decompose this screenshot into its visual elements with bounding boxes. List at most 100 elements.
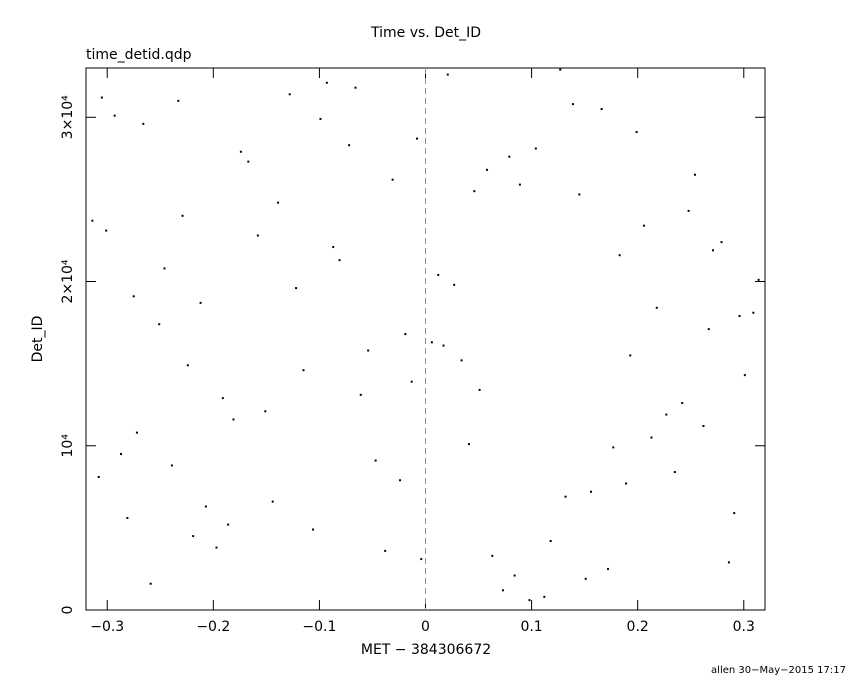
point xyxy=(491,554,494,557)
point xyxy=(192,535,195,538)
point xyxy=(247,160,250,163)
point xyxy=(578,193,581,196)
point xyxy=(673,471,676,474)
point xyxy=(486,168,489,171)
point xyxy=(618,254,621,257)
point xyxy=(650,436,653,439)
point xyxy=(478,388,481,391)
point xyxy=(158,323,161,326)
point xyxy=(693,173,696,176)
point xyxy=(442,344,445,347)
point xyxy=(518,183,521,186)
x-tick-label: 0.2 xyxy=(627,619,649,635)
point xyxy=(120,452,123,455)
point xyxy=(199,301,202,304)
y-tick-label: 2×10⁴ xyxy=(60,259,76,303)
point xyxy=(91,219,94,222)
point xyxy=(332,246,335,249)
point xyxy=(559,68,562,71)
y-tick-label: 3×10⁴ xyxy=(60,95,76,139)
point xyxy=(135,431,138,434)
y-tick-label: 0 xyxy=(60,606,76,615)
point xyxy=(170,464,173,467)
point xyxy=(239,150,242,153)
point xyxy=(227,523,230,526)
point xyxy=(384,549,387,552)
point xyxy=(126,517,129,520)
point xyxy=(410,380,413,383)
point xyxy=(446,73,449,76)
point xyxy=(100,96,103,99)
point xyxy=(416,137,419,140)
point xyxy=(105,229,108,232)
point xyxy=(612,446,615,449)
point xyxy=(132,295,135,298)
point xyxy=(738,315,741,318)
x-tick-label: −0.2 xyxy=(196,619,230,635)
point xyxy=(543,595,546,598)
point xyxy=(181,214,184,217)
point xyxy=(232,418,235,421)
x-tick-label: −0.3 xyxy=(90,619,124,635)
point xyxy=(508,155,511,158)
point xyxy=(319,117,322,120)
point xyxy=(97,475,100,478)
point xyxy=(635,131,638,134)
point xyxy=(215,546,218,549)
point xyxy=(348,144,351,147)
x-tick-label: 0.3 xyxy=(733,619,755,635)
point xyxy=(312,528,315,531)
chart-subtitle: time_detid.qdp xyxy=(86,47,192,63)
point xyxy=(325,81,328,84)
point xyxy=(437,273,440,276)
point xyxy=(295,287,298,290)
point xyxy=(271,500,274,503)
point xyxy=(277,201,280,204)
point xyxy=(430,341,433,344)
point xyxy=(302,369,305,372)
point xyxy=(453,283,456,286)
point xyxy=(163,267,166,270)
point xyxy=(374,459,377,462)
point xyxy=(733,512,736,515)
point xyxy=(606,567,609,570)
point xyxy=(359,393,362,396)
point xyxy=(687,209,690,212)
point xyxy=(584,577,587,580)
point xyxy=(467,443,470,446)
point xyxy=(460,359,463,362)
point xyxy=(707,328,710,331)
point xyxy=(391,178,394,181)
point xyxy=(338,259,341,262)
point xyxy=(712,249,715,252)
point xyxy=(702,425,705,428)
point xyxy=(752,311,755,314)
point xyxy=(528,599,531,602)
point xyxy=(204,505,207,508)
point xyxy=(264,410,267,413)
point xyxy=(420,558,423,561)
point xyxy=(399,479,402,482)
point xyxy=(600,108,603,111)
x-tick-label: 0 xyxy=(421,619,430,635)
point xyxy=(629,354,632,357)
point xyxy=(367,349,370,352)
point xyxy=(354,86,357,89)
point xyxy=(665,413,668,416)
chart-title: Time vs. Det_ID xyxy=(370,25,481,41)
x-tick-label: 0.1 xyxy=(520,619,542,635)
point xyxy=(221,397,224,400)
point xyxy=(727,561,730,564)
x-axis-label: MET − 384306672 xyxy=(361,642,491,658)
point xyxy=(256,234,259,237)
point xyxy=(655,306,658,309)
point xyxy=(473,190,476,193)
point xyxy=(288,93,291,96)
point xyxy=(590,490,593,493)
point xyxy=(404,333,407,336)
point xyxy=(534,147,537,150)
point xyxy=(513,574,516,577)
point xyxy=(720,241,723,244)
point xyxy=(186,364,189,367)
